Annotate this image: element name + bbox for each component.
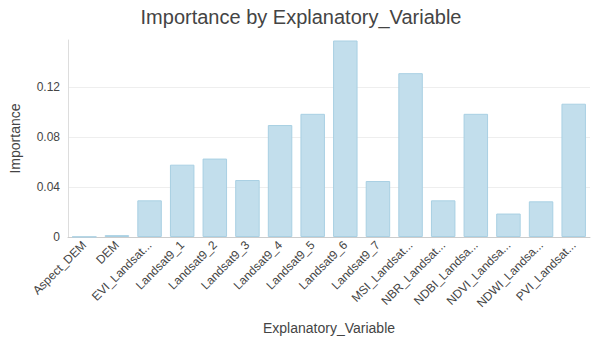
svg-text:0.04: 0.04 — [37, 180, 61, 194]
svg-text:0: 0 — [53, 230, 60, 244]
svg-text:EVI_Landsat...: EVI_Landsat... — [89, 238, 155, 304]
svg-text:PVI_Landsat...: PVI_Landsat... — [513, 238, 578, 303]
svg-text:Landsat9_1: Landsat9_1 — [132, 238, 188, 293]
svg-text:Importance: Importance — [7, 103, 23, 173]
svg-text:Landsat9_4: Landsat9_4 — [230, 238, 285, 293]
svg-text:Landsat9_3: Landsat9_3 — [198, 238, 253, 293]
svg-text:NDWI_Landsa...: NDWI_Landsa... — [473, 238, 546, 311]
svg-text:Aspect_DEM: Aspect_DEM — [30, 238, 89, 297]
svg-text:0.12: 0.12 — [37, 80, 61, 94]
svg-text:Landsat9_7: Landsat9_7 — [328, 238, 383, 293]
svg-text:0.08: 0.08 — [37, 130, 61, 144]
svg-text:NDVI_Landsa...: NDVI_Landsa... — [443, 238, 514, 308]
svg-text:Landsat9_2: Landsat9_2 — [165, 238, 220, 293]
svg-text:NDBI_Landsa...: NDBI_Landsa... — [411, 238, 481, 308]
svg-text:Landsat9_6: Landsat9_6 — [296, 238, 351, 293]
svg-text:MSI_Landsat...: MSI_Landsat... — [348, 238, 416, 305]
svg-text:NBR_Landsat...: NBR_Landsat... — [378, 238, 449, 308]
svg-text:Explanatory_Variable: Explanatory_Variable — [263, 320, 395, 336]
svg-text:Importance by Explanatory_Vari: Importance by Explanatory_Variable — [141, 6, 462, 29]
svg-text:Landsat9_5: Landsat9_5 — [263, 238, 318, 293]
svg-text:DEM: DEM — [93, 238, 122, 267]
